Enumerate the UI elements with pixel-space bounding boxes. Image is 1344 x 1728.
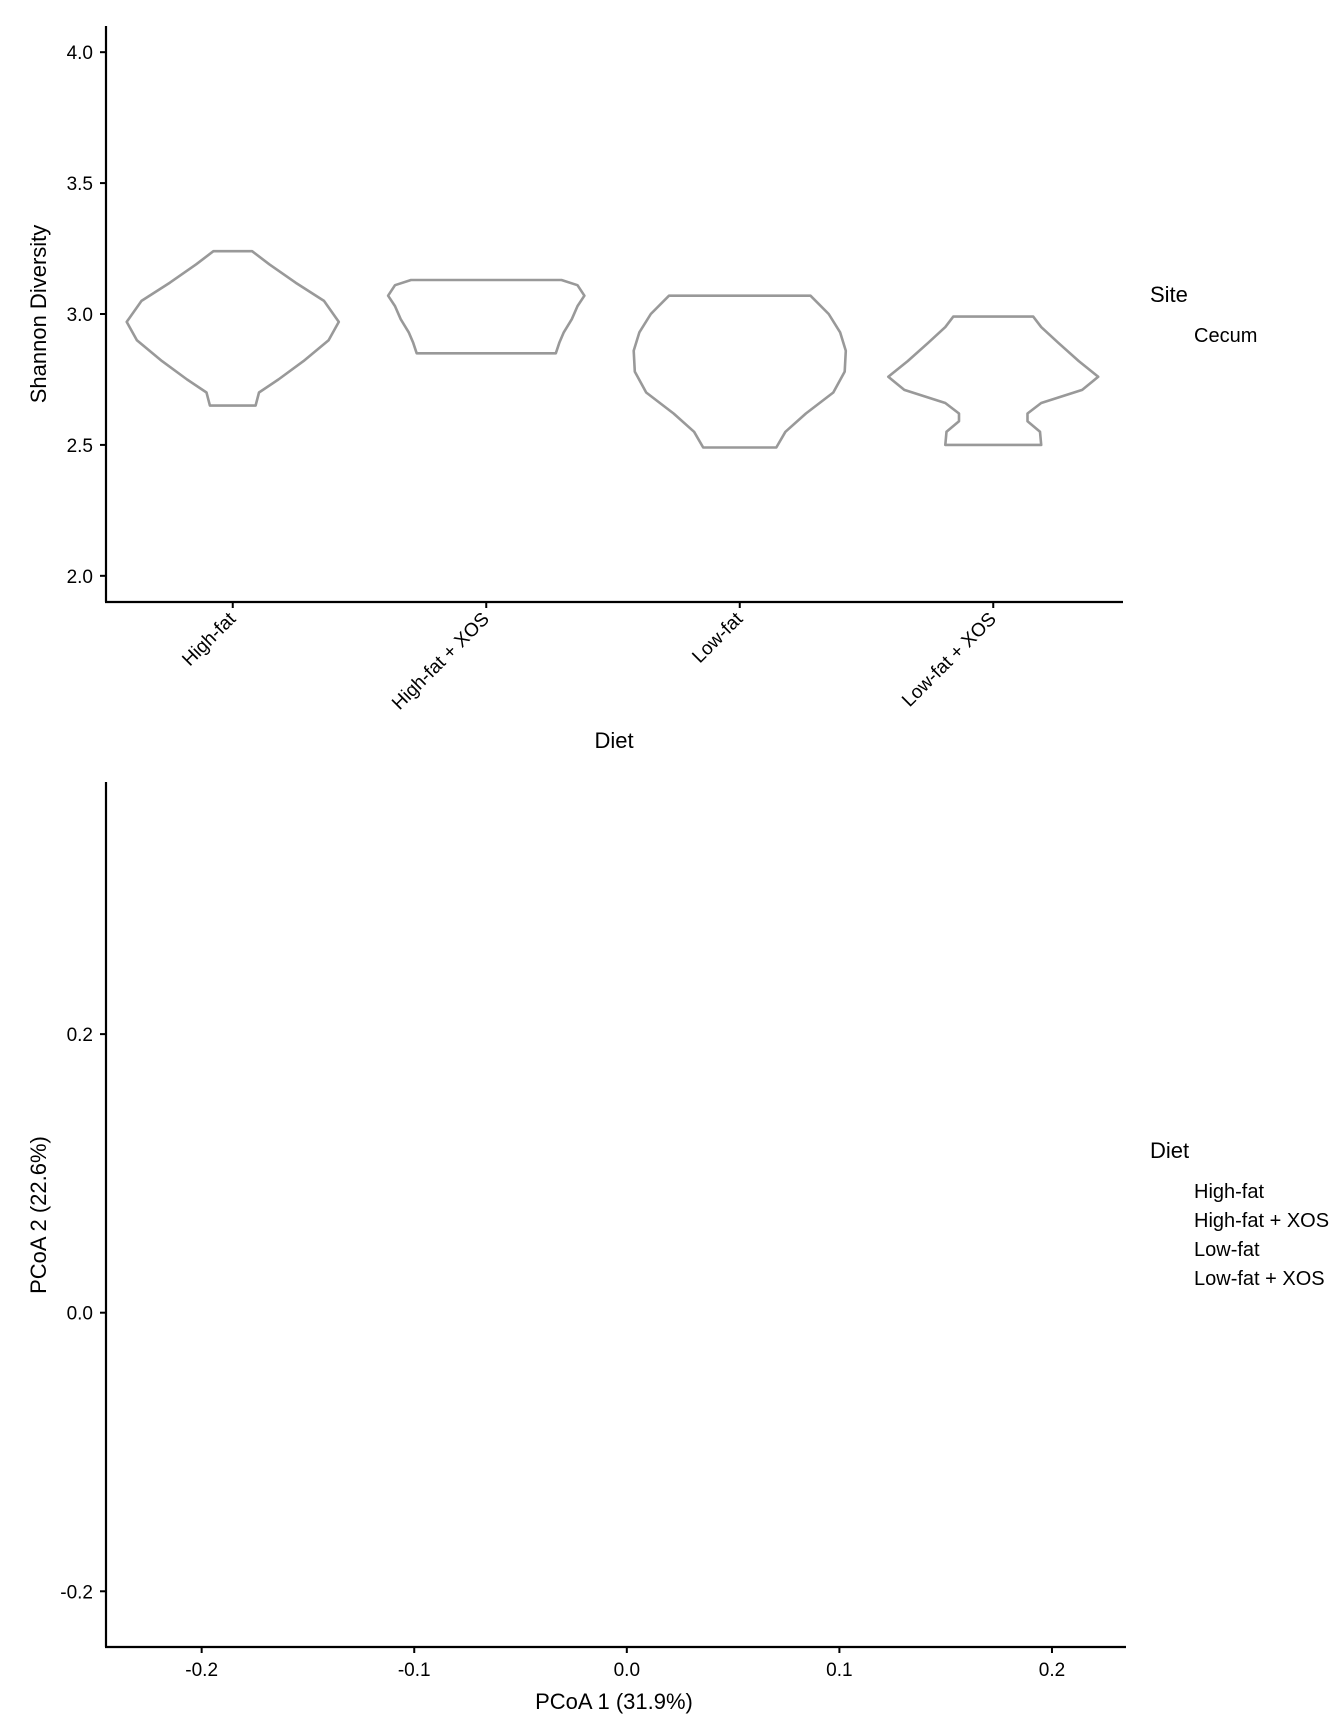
pcoa-y-tick-label: -0.2 [60, 1582, 93, 1603]
violin-y-tick-label: 4.0 [67, 43, 93, 64]
site-legend-item-cecum: Cecum [1194, 325, 1257, 347]
violin-x-ticks: High-fat High-fat + XOS Low-fat Low-fat + X… [178, 602, 1001, 715]
violin-group [125, 249, 1100, 449]
diet-legend-item-low-fat: Low-fat [1194, 1239, 1260, 1261]
pcoa-panel: -0.2 0.0 0.2 -0.2 -0.1 0.0 0.1 0.2 PCoA 1 (31.… [26, 782, 1329, 1714]
violin-high-fat [125, 249, 341, 407]
violin-y-axis-title: Shannon Diversity [26, 225, 51, 404]
violin-panel: 2.0 2.5 3.0 3.5 4.0 High-fat High-fat + XOS Lo… [26, 26, 1257, 753]
diet-legend: Diet High-fat High-fat + XOS Low-fat Low… [1150, 1138, 1329, 1290]
x-tick-label-low-fat: Low-fat [688, 608, 747, 667]
violin-low-fat [632, 294, 848, 449]
pcoa-y-ticks: -0.2 0.0 0.2 [60, 1025, 106, 1603]
pcoa-x-tick-label: -0.2 [185, 1660, 218, 1681]
pcoa-y-tick-label: 0.2 [67, 1025, 93, 1046]
pcoa-x-tick-label: 0.0 [614, 1660, 640, 1681]
pcoa-x-tick-label: 0.1 [826, 1660, 852, 1681]
violin-high-fat-xos [386, 278, 586, 355]
pcoa-x-tick-label: -0.1 [398, 1660, 431, 1681]
pcoa-y-axis-title: PCoA 2 (22.6%) [26, 1136, 51, 1294]
violin-low-fat-xos [887, 315, 1100, 447]
violin-x-axis-title: Diet [594, 728, 633, 753]
diet-legend-item-high-fat-xos: High-fat + XOS [1194, 1210, 1329, 1232]
x-tick-label-high-fat: High-fat [178, 608, 240, 670]
violin-y-ticks: 2.0 2.5 3.0 3.5 4.0 [67, 43, 106, 588]
diet-legend-title: Diet [1150, 1138, 1189, 1163]
pcoa-x-axis-title: PCoA 1 (31.9%) [535, 1689, 693, 1714]
pcoa-y-tick-label: 0.0 [67, 1304, 93, 1325]
x-tick-label-high-fat-xos: High-fat + XOS [388, 609, 494, 715]
x-tick-label-low-fat-xos: Low-fat + XOS [898, 609, 1001, 712]
diet-legend-item-low-fat-xos: Low-fat + XOS [1194, 1268, 1325, 1290]
violin-y-tick-label: 2.5 [67, 436, 93, 457]
site-legend-title: Site [1150, 282, 1188, 307]
diet-legend-item-high-fat: High-fat [1194, 1181, 1264, 1203]
violin-y-tick-label: 3.0 [67, 305, 93, 326]
pcoa-x-tick-label: 0.2 [1039, 1660, 1065, 1681]
violin-y-tick-label: 3.5 [67, 174, 93, 195]
site-legend: Site Cecum [1150, 282, 1257, 347]
violin-y-tick-label: 2.0 [67, 567, 93, 588]
pcoa-x-ticks: -0.2 -0.1 0.0 0.1 0.2 [185, 1647, 1065, 1681]
